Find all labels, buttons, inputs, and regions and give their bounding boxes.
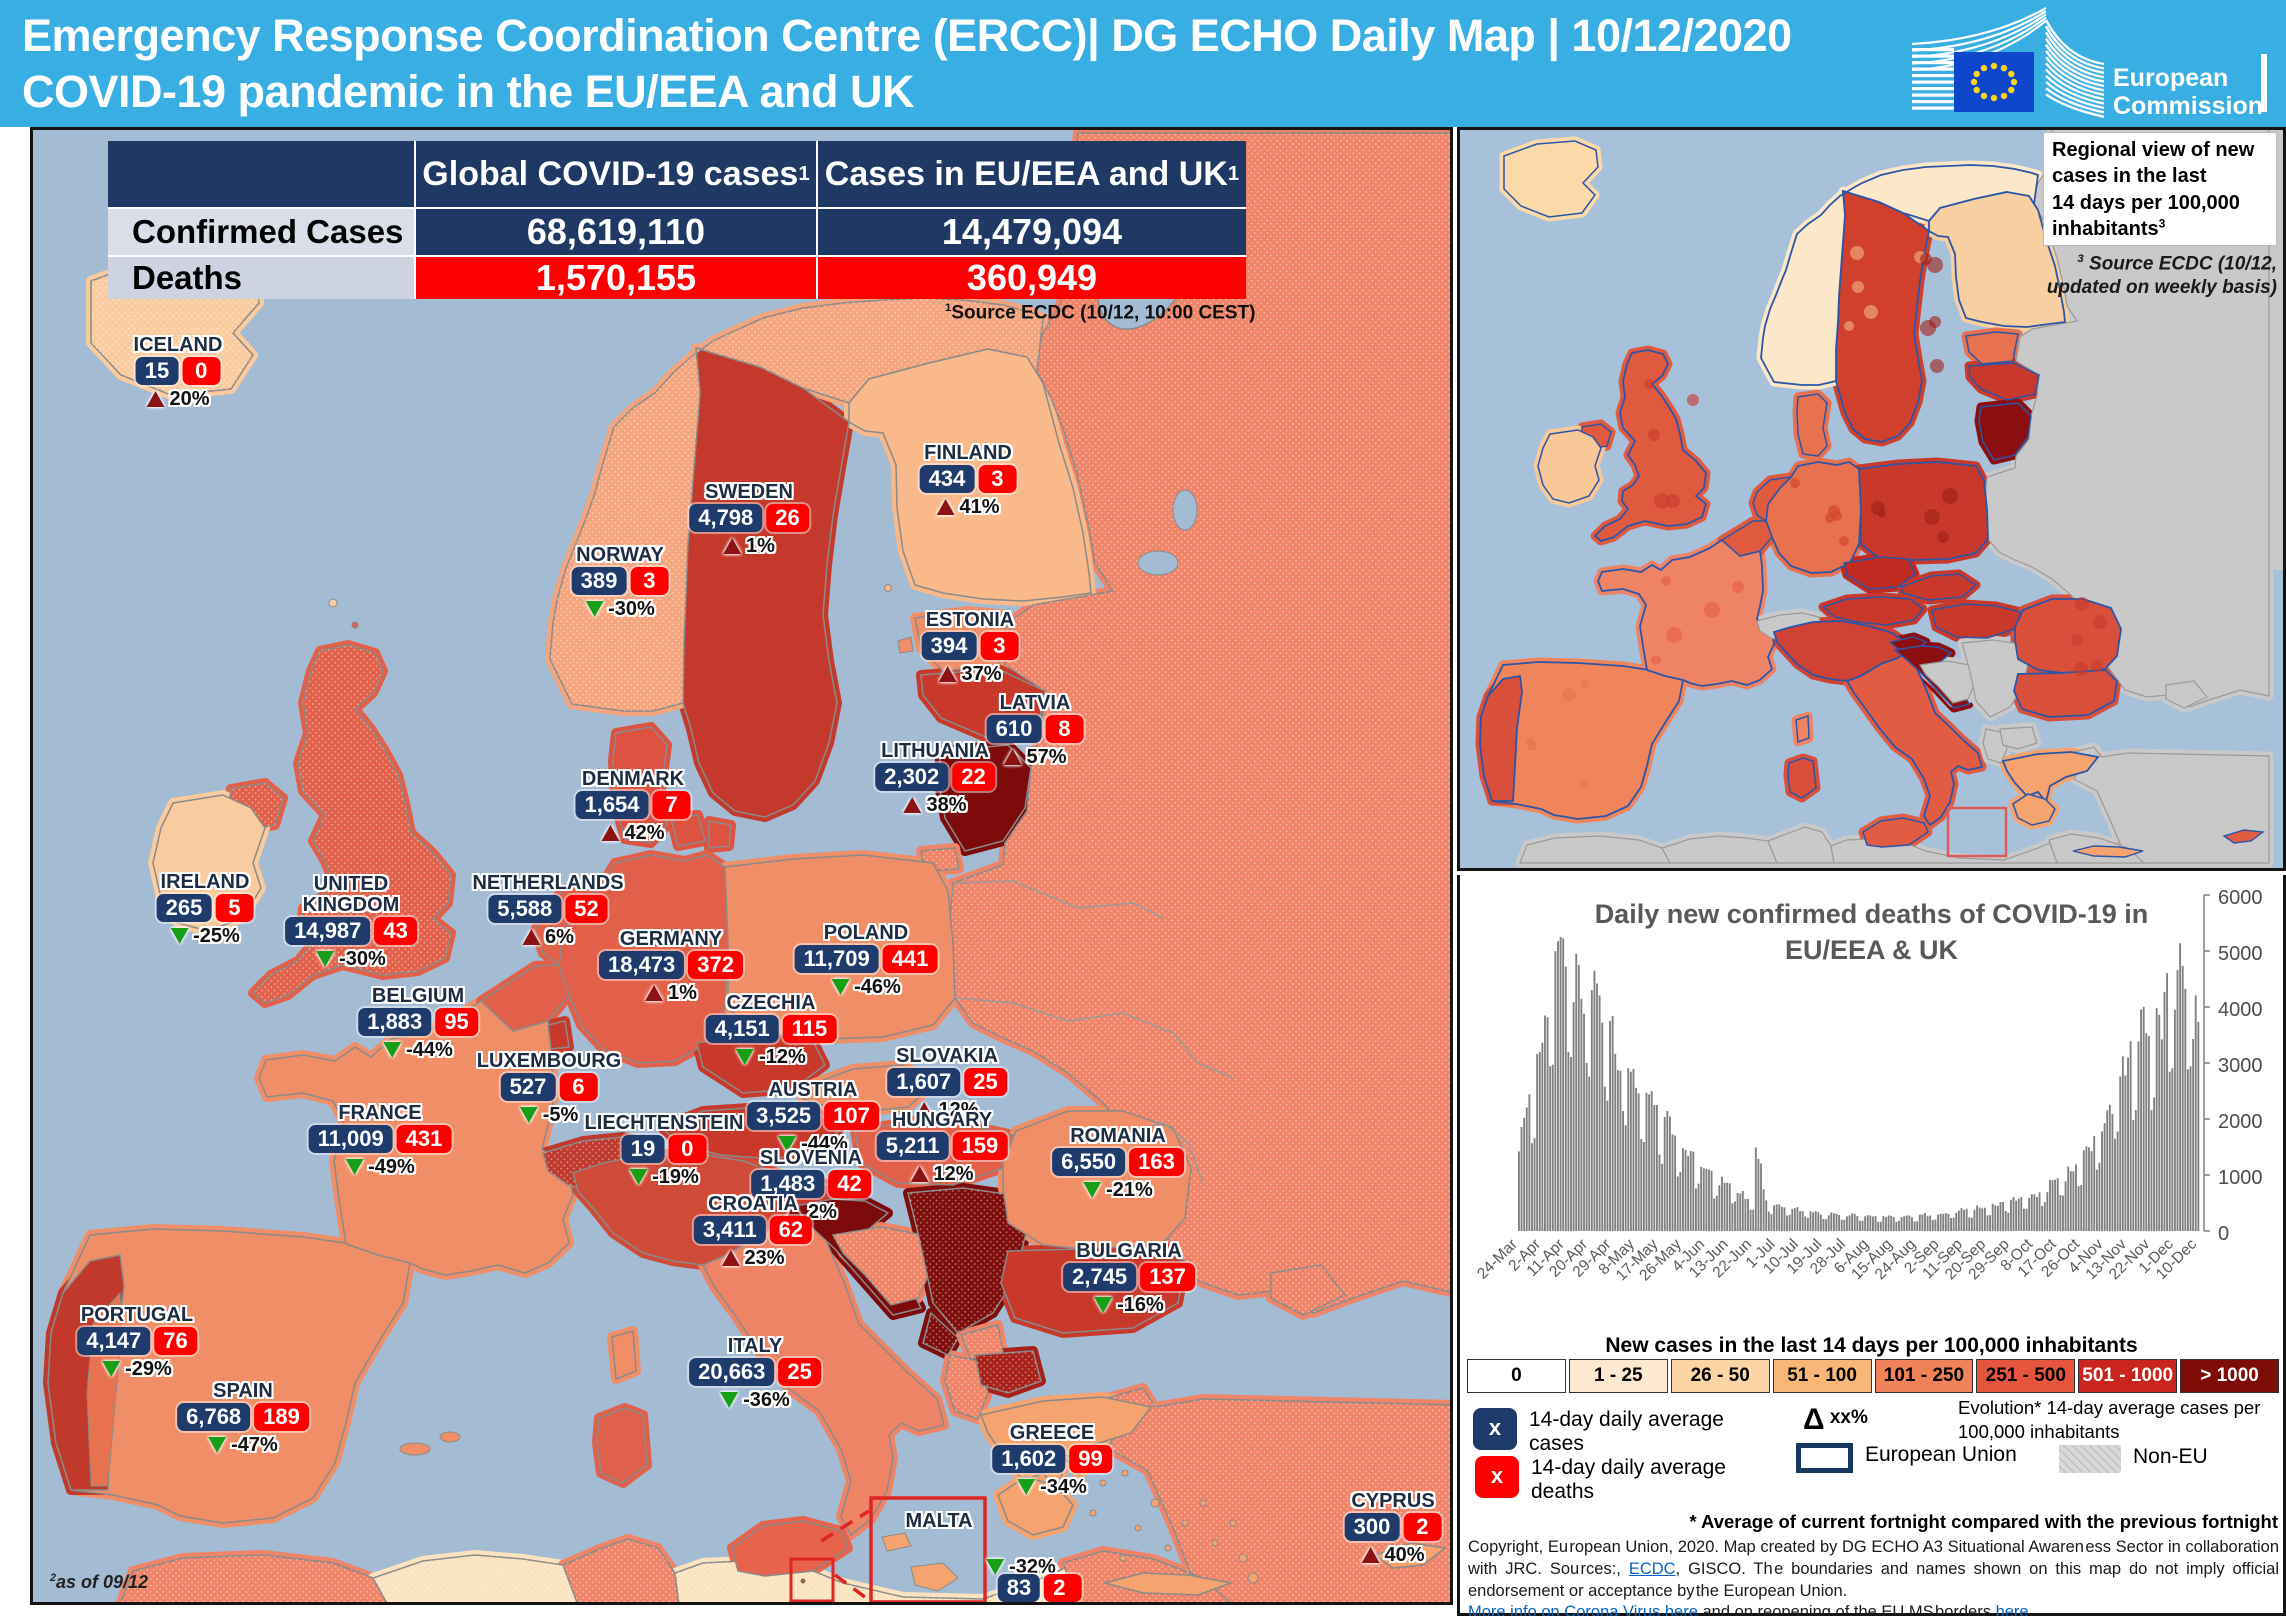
svg-text:4000: 4000 xyxy=(2218,999,2263,1021)
svg-text:0: 0 xyxy=(2218,1223,2229,1245)
svg-text:2000: 2000 xyxy=(2218,1111,2263,1133)
svg-text:5000: 5000 xyxy=(2218,943,2263,965)
svg-text:3000: 3000 xyxy=(2218,1055,2263,1077)
svg-text:6000: 6000 xyxy=(2218,887,2263,909)
svg-text:Commission: Commission xyxy=(2113,92,2263,120)
svg-text:European: European xyxy=(2113,64,2228,92)
svg-text:1000: 1000 xyxy=(2218,1167,2263,1189)
